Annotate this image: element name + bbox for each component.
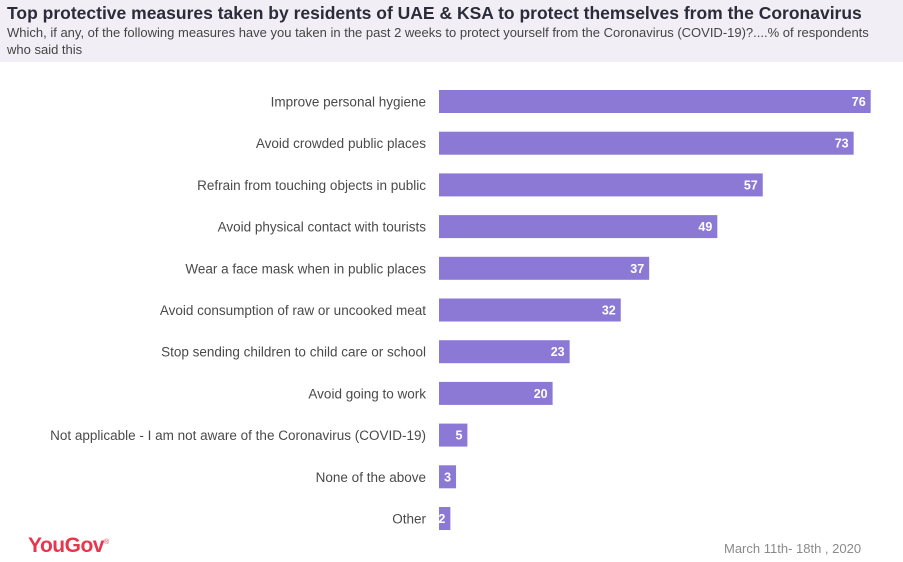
value-label: 23 [551,345,565,359]
bar [439,507,451,530]
registered-mark: ® [103,539,109,546]
category-label: Other [392,512,426,527]
logo-text: YouGov [28,534,104,557]
yougov-logo: YouGov® [28,534,109,558]
bar [439,298,621,322]
value-label: 57 [744,178,758,192]
category-label: Avoid physical contact with tourists [218,220,427,235]
value-label: 20 [534,387,548,401]
category-label: Refrain from touching objects in public [197,178,426,193]
bar [439,131,854,155]
category-label: None of the above [316,470,426,485]
value-label: 3 [444,470,451,484]
bar [439,340,570,364]
category-label: Avoid going to work [308,386,426,401]
category-label: Avoid crowded public places [256,136,426,151]
value-label: 37 [630,262,644,276]
bar [439,215,718,239]
value-label: 2 [438,512,445,526]
category-label: Stop sending children to child care or s… [161,345,426,360]
value-label: 5 [455,429,462,443]
category-label: Not applicable - I am not aware of the C… [50,428,426,443]
value-label: 73 [835,137,849,151]
value-label: 76 [852,95,866,109]
category-label: Wear a face mask when in public places [185,261,426,276]
chart-subtitle: Which, if any, of the following measures… [7,25,869,57]
survey-date: March 11th- 18th , 2020 [724,541,862,556]
bar [439,381,553,405]
category-label: Improve personal hygiene [271,95,426,110]
chart-title: Top protective measures taken by residen… [7,3,862,23]
bar [439,423,468,447]
bar [439,465,457,489]
bar [439,173,763,197]
value-label: 49 [698,220,712,234]
bar [439,90,871,113]
value-label: 32 [602,304,616,318]
bar [439,256,650,280]
header-band: Top protective measures taken by residen… [0,0,903,62]
category-label: Avoid consumption of raw or uncooked mea… [160,303,426,318]
